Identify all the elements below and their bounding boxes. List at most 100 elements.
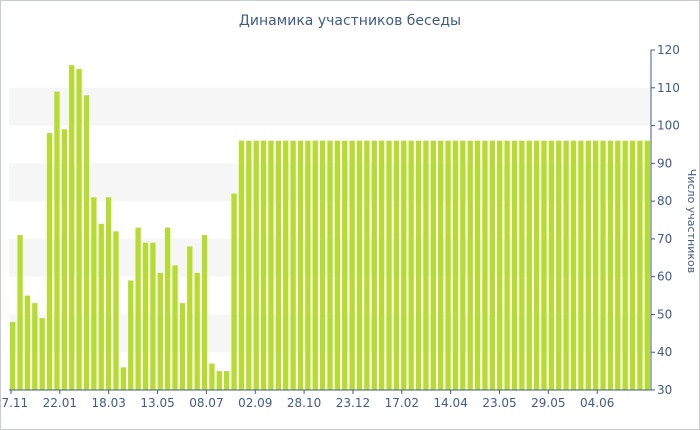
bar bbox=[497, 140, 503, 390]
bar bbox=[578, 140, 584, 390]
x-tick-label: 14.04 bbox=[433, 396, 467, 410]
bar bbox=[24, 295, 31, 390]
x-tick-label: 22.01 bbox=[43, 396, 77, 410]
x-axis-ticks: 27.11 22.01 18.03 13.05 08.07 02.09 28.10 23.12… bbox=[0, 390, 614, 410]
bar bbox=[312, 140, 318, 390]
y-tick-label: 110 bbox=[657, 81, 680, 95]
bar bbox=[393, 140, 400, 390]
bar bbox=[356, 140, 363, 390]
x-tick-label: 08.07 bbox=[189, 396, 223, 410]
y-tick-label: 100 bbox=[657, 119, 680, 133]
x-tick-label: 23.12 bbox=[336, 396, 370, 410]
bar bbox=[61, 129, 67, 390]
bar bbox=[297, 140, 304, 390]
bar bbox=[142, 242, 149, 390]
bar bbox=[474, 140, 481, 390]
bar bbox=[460, 140, 466, 390]
x-tick-label: 13.05 bbox=[140, 396, 174, 410]
bar bbox=[533, 140, 540, 390]
bar bbox=[39, 318, 45, 390]
bar bbox=[349, 140, 355, 390]
bar bbox=[194, 272, 200, 390]
bar bbox=[593, 140, 599, 390]
x-tick-label: 23.05 bbox=[482, 396, 516, 410]
bar bbox=[519, 140, 525, 390]
y-tick-label: 70 bbox=[657, 232, 672, 246]
bar bbox=[135, 227, 141, 390]
bar bbox=[83, 95, 90, 390]
bar bbox=[526, 140, 532, 390]
bar bbox=[504, 140, 510, 390]
bar bbox=[275, 140, 281, 390]
x-tick-label: 02.09 bbox=[238, 396, 272, 410]
bar bbox=[209, 363, 215, 390]
chart-title: Динамика участников беседы bbox=[238, 13, 462, 29]
bar bbox=[615, 140, 621, 390]
bar bbox=[128, 280, 134, 390]
bar bbox=[430, 140, 436, 390]
y-axis-ticks: 30 40 50 60 70 80 90 100 110 120 bbox=[651, 43, 680, 397]
bar bbox=[364, 140, 370, 390]
bar bbox=[541, 140, 547, 390]
bar bbox=[76, 68, 82, 390]
bar bbox=[556, 140, 562, 390]
bar bbox=[224, 371, 230, 390]
bar bbox=[371, 140, 377, 390]
bar bbox=[637, 140, 643, 390]
bar bbox=[238, 140, 245, 390]
bar bbox=[98, 223, 104, 390]
bar bbox=[607, 140, 614, 390]
bar bbox=[172, 265, 178, 390]
axes bbox=[9, 50, 652, 391]
grid-band bbox=[9, 87, 651, 126]
bar bbox=[600, 140, 606, 390]
bar bbox=[283, 140, 289, 390]
bar bbox=[489, 140, 495, 390]
bar bbox=[187, 246, 193, 390]
bar bbox=[445, 140, 451, 390]
bar bbox=[150, 242, 156, 390]
x-tick-label: 17.02 bbox=[385, 396, 419, 410]
bar bbox=[570, 140, 577, 390]
bar bbox=[327, 140, 333, 390]
bars bbox=[10, 65, 650, 391]
bar bbox=[342, 140, 348, 390]
bar bbox=[201, 235, 208, 390]
bar bbox=[644, 140, 650, 390]
bar bbox=[629, 140, 636, 390]
bar bbox=[290, 140, 296, 390]
bar bbox=[334, 140, 341, 390]
bar bbox=[165, 227, 171, 390]
x-tick-label: 18.03 bbox=[92, 396, 126, 410]
bar bbox=[511, 140, 518, 390]
x-tick-label: 27.11 bbox=[0, 396, 28, 410]
bar bbox=[69, 65, 75, 391]
bar bbox=[105, 197, 112, 390]
y-tick-label: 80 bbox=[657, 194, 672, 208]
bar bbox=[32, 303, 38, 390]
bar bbox=[408, 140, 414, 390]
bar bbox=[157, 272, 163, 390]
bar bbox=[113, 231, 119, 390]
bar bbox=[319, 140, 326, 390]
bar bbox=[386, 140, 392, 390]
y-axis-label: Число участников bbox=[685, 169, 698, 273]
bar bbox=[17, 235, 23, 390]
bar bbox=[54, 91, 60, 390]
bar bbox=[10, 322, 16, 390]
bar bbox=[563, 140, 569, 390]
x-tick-label: 28.10 bbox=[287, 396, 321, 410]
bar bbox=[120, 367, 127, 390]
bar bbox=[305, 140, 311, 390]
bar bbox=[622, 140, 628, 390]
bar bbox=[415, 140, 422, 390]
y-tick-label: 90 bbox=[657, 156, 672, 170]
bar bbox=[91, 197, 97, 390]
y-tick-label: 40 bbox=[657, 345, 672, 359]
bar bbox=[179, 303, 186, 390]
bar bbox=[216, 371, 222, 390]
bar bbox=[438, 140, 444, 390]
y-tick-label: 30 bbox=[657, 383, 672, 397]
bar bbox=[452, 140, 459, 390]
